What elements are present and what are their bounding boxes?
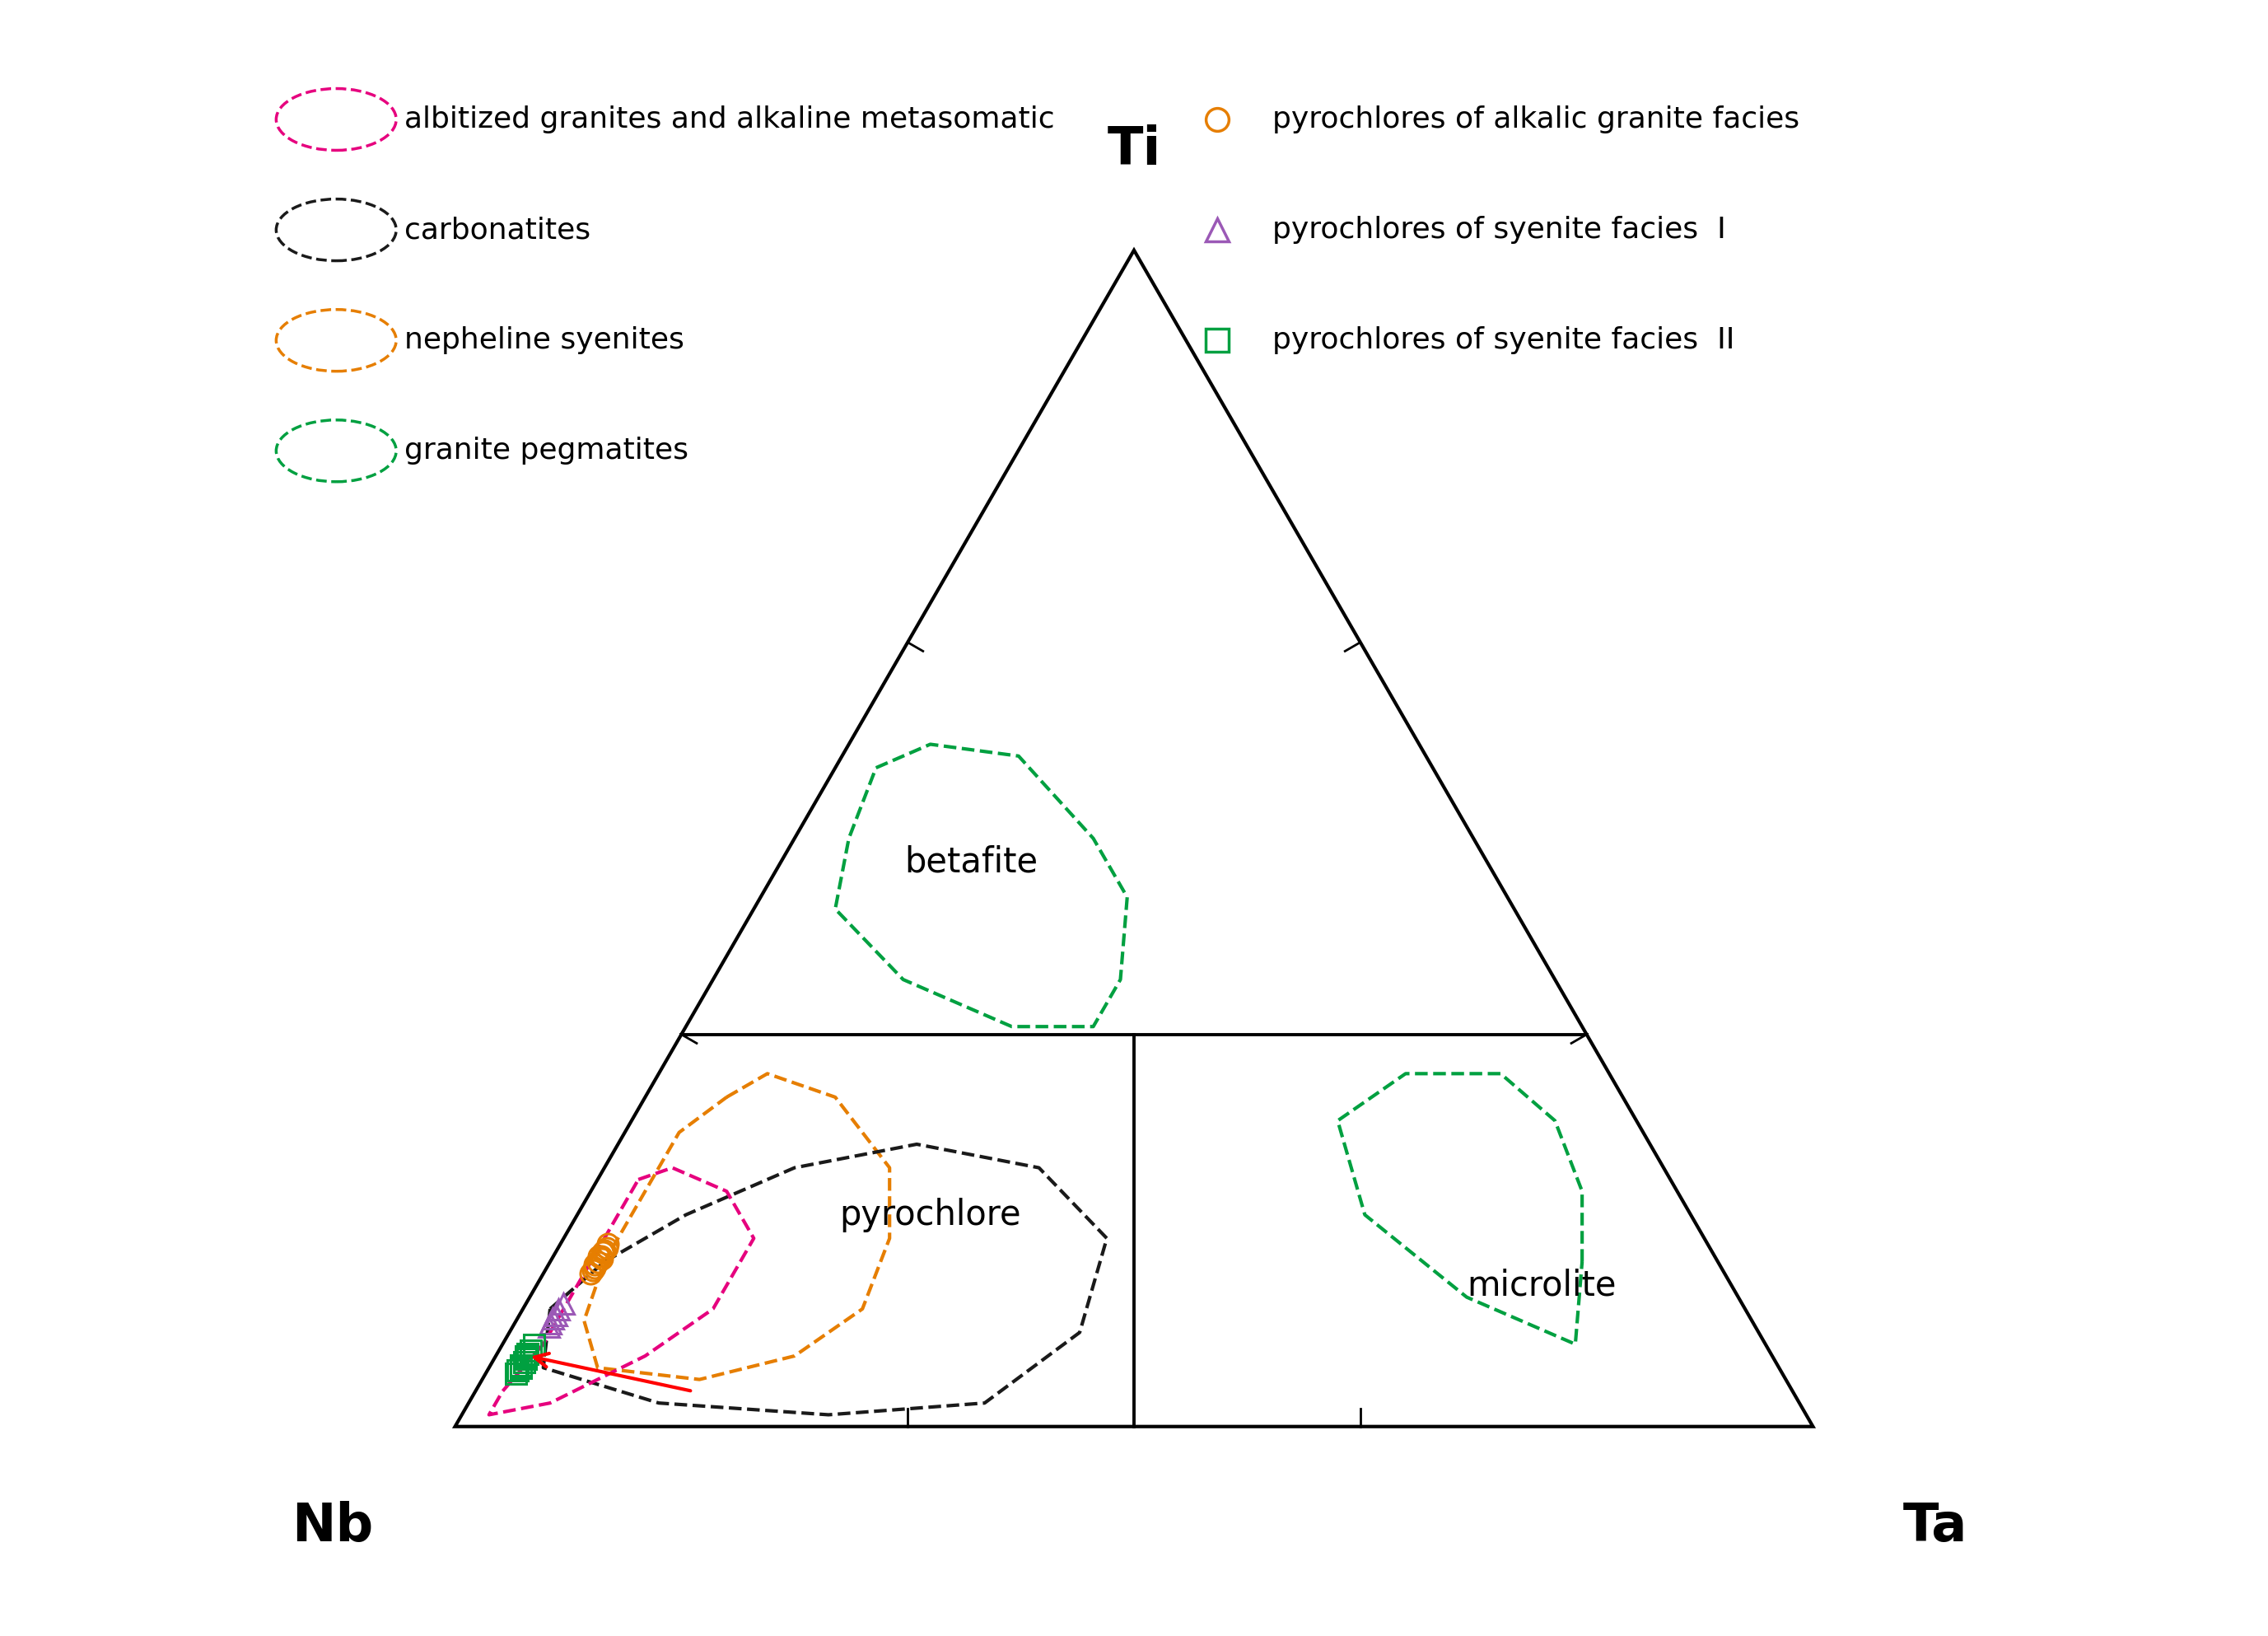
Text: pyrochlores of syenite facies  II: pyrochlores of syenite facies II [1272, 326, 1735, 355]
Text: carbonatites: carbonatites [404, 216, 590, 244]
Text: granite pegmatites: granite pegmatites [404, 437, 689, 465]
Text: pyrochlores of alkalic granite facies: pyrochlores of alkalic granite facies [1272, 105, 1801, 134]
Text: nepheline syenites: nepheline syenites [404, 326, 685, 355]
Text: pyrochlores of syenite facies  I: pyrochlores of syenite facies I [1272, 216, 1726, 244]
Text: microlite: microlite [1467, 1268, 1617, 1302]
Text: pyrochlore: pyrochlore [839, 1198, 1021, 1232]
Text: Ti: Ti [1107, 124, 1161, 175]
Text: betafite: betafite [905, 844, 1039, 879]
Text: albitized granites and alkaline metasomatic: albitized granites and alkaline metasoma… [404, 105, 1055, 134]
Text: Nb: Nb [293, 1502, 374, 1553]
Text: Ta: Ta [1903, 1502, 1966, 1553]
